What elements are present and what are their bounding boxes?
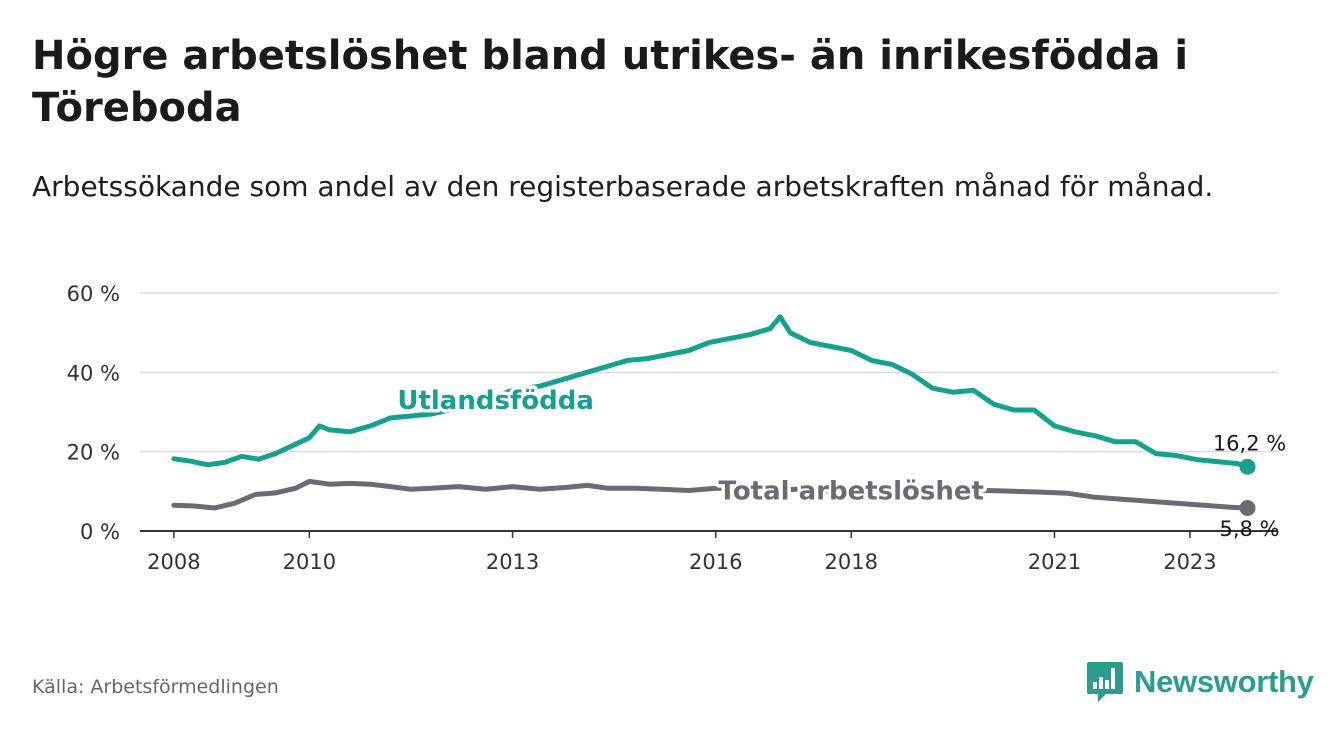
series-line-total	[171, 478, 1250, 511]
end-marker-utlandsfodda	[1239, 458, 1256, 475]
source-note: Källa: Arbetsförmedlingen	[32, 676, 279, 698]
brand-logo[interactable]: Newsworthy	[1086, 660, 1314, 704]
y-tick-label-60: 60 %	[67, 282, 120, 306]
end-marker-total	[1239, 499, 1256, 516]
series-line-utlandsfodda	[171, 314, 1250, 470]
x-tick-label-2021: 2021	[1028, 550, 1081, 574]
x-tick-label-2008: 2008	[147, 550, 200, 574]
series-name-label-total: Total arbetslöshet	[719, 477, 984, 507]
grid-lines	[140, 292, 1278, 453]
x-tick-label-2013: 2013	[486, 550, 539, 574]
end-value-label-total: 5,8 %	[1220, 517, 1280, 541]
end-value-label-utlandsfodda: 16,2 %	[1213, 432, 1286, 456]
newsworthy-logo-icon	[1087, 662, 1123, 702]
y-tick-label-0: 0 %	[80, 520, 120, 544]
series-lines	[171, 314, 1256, 516]
x-tick-label-2018: 2018	[825, 550, 878, 574]
x-axis: 2008 2010 2013 2016 2018 2021 2023	[140, 530, 1278, 574]
x-tick-label-2016: 2016	[689, 550, 742, 574]
y-tick-label-20: 20 %	[67, 441, 120, 465]
chart-title: Högre arbetslöshet bland utrikes- än inr…	[32, 33, 1189, 131]
x-tick-label-2010: 2010	[283, 550, 336, 574]
line-chart: 0 % 20 % 40 % 60 % 2008 2010 2013 2016 2018 2021…	[67, 282, 1287, 574]
series-labels: 16,2 % 5,8 % Utlandsfödda Total arbetslöshe…	[394, 383, 1286, 541]
y-axis-ticks: 0 % 20 % 40 % 60 %	[67, 282, 120, 544]
x-tick-label-2023: 2023	[1163, 550, 1216, 574]
chart-subtitle: Arbetssökande som andel av den registerb…	[32, 170, 1214, 203]
series-name-label-utlandsfodda: Utlandsfödda	[397, 386, 594, 416]
brand-name: Newsworthy	[1134, 664, 1314, 699]
y-tick-label-40: 40 %	[67, 361, 120, 385]
